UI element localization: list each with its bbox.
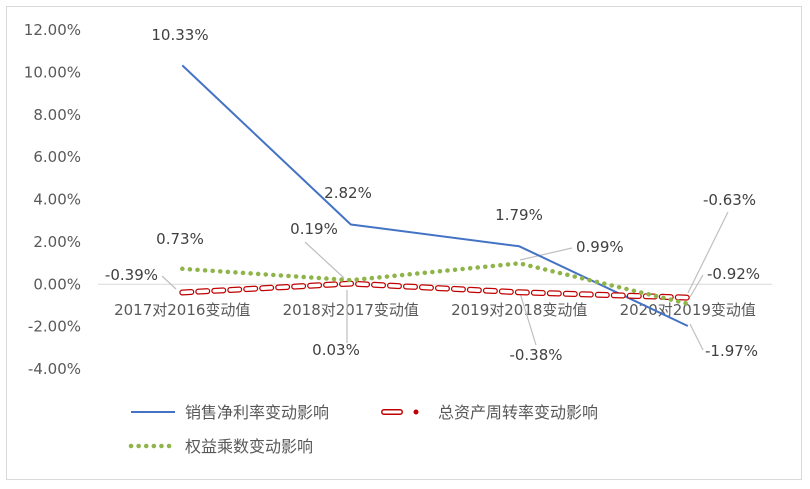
data-label: -0.63%: [703, 191, 756, 209]
legend-label: 权益乘数变动影响: [185, 437, 313, 456]
y-tick-label: 2.00%: [33, 233, 81, 251]
leader-line: [161, 275, 177, 290]
legend-label: 销售净利率变动影响: [185, 403, 329, 422]
y-tick-label: 6.00%: [33, 148, 81, 166]
data-label: 0.19%: [290, 220, 338, 238]
leader-lines: [161, 211, 729, 351]
data-label: -0.38%: [509, 346, 562, 364]
series-line-inner: [180, 281, 690, 300]
data-label: -1.97%: [705, 342, 758, 360]
data-label: -0.92%: [707, 265, 760, 283]
data-label: -0.39%: [105, 266, 158, 284]
y-tick-label: -2.00%: [28, 318, 81, 336]
leader-line: [689, 323, 704, 351]
data-label: 0.73%: [156, 230, 204, 248]
data-label: 2.82%: [324, 184, 372, 202]
y-axis: -4.00% -2.00% 0.00% 2.00% 4.00% 6.00% 8.00% 10.…: [24, 21, 81, 378]
leader-line: [519, 247, 573, 261]
data-label: 0.99%: [576, 238, 624, 256]
y-tick-label: 12.00%: [24, 21, 81, 39]
x-tick-label: 2019对2018变动值: [451, 301, 587, 319]
series-line: [180, 261, 691, 306]
y-tick-label: 0.00%: [33, 275, 81, 293]
x-axis: 2017对2016变动值 2018对2017变动值 2019对2018变动值 2020…: [114, 301, 756, 319]
leader-line: [687, 211, 729, 294]
chart-frame: [6, 6, 802, 480]
data-label: 0.03%: [312, 341, 360, 359]
legend-swatch-dot: [413, 409, 419, 415]
x-tick-label: 2018对2017变动值: [283, 301, 419, 319]
leader-line: [304, 241, 345, 279]
data-label: 10.33%: [151, 26, 208, 44]
leader-line: [519, 292, 537, 346]
y-tick-label: 10.00%: [24, 63, 81, 81]
data-labels: 10.33% 2.82% 1.79% -1.97% -0.39% 0.03% -0.38% -…: [105, 26, 760, 364]
y-tick-label: -4.00%: [28, 360, 81, 378]
leader-line: [689, 274, 704, 298]
series-line: [181, 64, 689, 327]
data-label: 1.79%: [495, 206, 543, 224]
y-tick-label: 4.00%: [33, 191, 81, 209]
x-tick-label: 2017对2016变动值: [114, 301, 250, 319]
y-tick-label: 8.00%: [33, 106, 81, 124]
x-tick-label: 2020对2019变动值: [620, 301, 756, 319]
series-group: [179, 64, 691, 327]
legend-label: 总资产周转率变动影响: [438, 403, 598, 422]
